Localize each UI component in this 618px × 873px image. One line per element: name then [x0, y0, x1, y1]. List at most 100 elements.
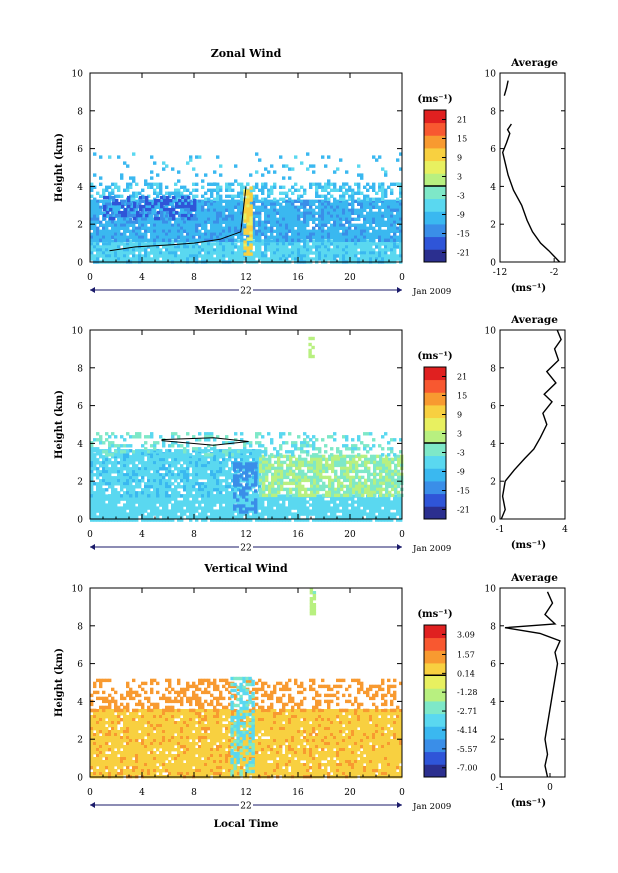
- heatmap-cell: [378, 238, 382, 242]
- heatmap-cell: [270, 217, 274, 221]
- heatmap-cell: [346, 475, 350, 480]
- heatmap-cell: [315, 494, 319, 498]
- heatmap-cell: [99, 512, 103, 516]
- heatmap-cell: [304, 490, 308, 495]
- heatmap-cell: [228, 208, 232, 212]
- heatmap-cell: [384, 202, 388, 206]
- heatmap-cell: [141, 500, 145, 504]
- heatmap-cell: [123, 188, 127, 192]
- heatmap-cell: [361, 487, 365, 492]
- heatmap-cell: [279, 242, 283, 246]
- heatmap-cell: [352, 463, 356, 468]
- heatmap-cell: [108, 476, 112, 480]
- heatmap-cell: [177, 467, 181, 471]
- heatmap-cell: [376, 460, 380, 465]
- heatmap-cell: [237, 500, 241, 504]
- heatmap-cell: [93, 173, 97, 177]
- heatmap-cell: [195, 173, 199, 177]
- heatmap-cell: [360, 226, 364, 230]
- heatmap-cell: [156, 491, 160, 495]
- heatmap-cell: [189, 491, 193, 495]
- heatmap-cell: [240, 494, 244, 498]
- heatmap-cell: [354, 199, 358, 203]
- heatmap-cell: [186, 506, 190, 510]
- heatmap-cell: [243, 223, 247, 227]
- heatmap-cell: [369, 238, 373, 242]
- heatmap-cell: [198, 202, 202, 206]
- heatmap-cell: [126, 185, 130, 189]
- heatmap-cell: [222, 251, 226, 255]
- heatmap-cell: [90, 482, 94, 486]
- heatmap-cell: [126, 464, 130, 468]
- heatmap-cell: [144, 232, 148, 236]
- heatmap-cell: [364, 454, 368, 459]
- heatmap-cell: [313, 493, 317, 498]
- heatmap-cell: [388, 475, 392, 480]
- heatmap-cell: [396, 182, 400, 186]
- heatmap-cell: [186, 503, 190, 507]
- heatmap-cell: [186, 485, 190, 489]
- colorbar-unit: (ms⁻¹): [417, 94, 452, 105]
- heatmap-cell: [123, 232, 127, 236]
- heatmap-cell: [189, 488, 193, 492]
- heatmap-cell: [270, 223, 274, 227]
- heatmap-cell: [189, 242, 193, 246]
- heatmap-cell: [379, 469, 383, 474]
- heatmap-cell: [304, 457, 308, 462]
- heatmap-cell: [126, 503, 130, 507]
- heatmap-cell: [138, 470, 142, 474]
- heatmap-cell: [367, 493, 371, 498]
- heatmap-cell: [195, 208, 199, 212]
- heatmap-cell: [204, 232, 208, 236]
- heatmap-cell: [109, 195, 113, 200]
- heatmap-cell: [135, 500, 139, 504]
- average-y-tick-label: 10: [485, 70, 497, 80]
- heatmap-cell: [378, 217, 382, 221]
- heatmap-cell: [117, 479, 121, 483]
- heatmap-cell: [135, 254, 139, 258]
- heatmap-cell: [189, 191, 193, 195]
- heatmap-cell: [385, 487, 389, 492]
- heatmap-cell: [255, 214, 259, 218]
- heatmap-cell: [219, 214, 223, 218]
- heatmap-cell: [397, 475, 401, 480]
- heatmap-cell: [300, 503, 304, 507]
- heatmap-cell: [153, 229, 157, 233]
- heatmap-cell: [345, 232, 349, 236]
- heatmap-cell: [180, 185, 184, 189]
- heatmap-cell: [225, 506, 229, 510]
- heatmap-cell: [306, 435, 310, 439]
- heatmap-cell: [388, 493, 392, 498]
- heatmap-cell: [174, 197, 178, 201]
- heatmap-cell: [246, 228, 250, 232]
- heatmap-cell: [210, 257, 214, 261]
- heatmap-cell: [189, 458, 193, 462]
- heatmap-cell: [291, 205, 295, 209]
- heatmap-cell: [394, 490, 398, 495]
- heatmap-cell: [294, 199, 298, 203]
- heatmap-cell: [153, 226, 157, 230]
- heatmap-cell: [189, 235, 193, 239]
- heatmap-cell: [327, 503, 331, 507]
- heatmap-cell: [246, 518, 250, 522]
- heatmap-cell: [225, 509, 229, 513]
- heatmap-cell: [283, 475, 287, 480]
- heatmap-cell: [382, 466, 386, 471]
- heatmap-cell: [307, 460, 311, 465]
- heatmap-cell: [90, 182, 94, 186]
- heatmap-cell: [111, 470, 115, 474]
- heatmap-cell: [363, 197, 367, 201]
- heatmap-cell: [193, 216, 197, 221]
- heatmap-cell: [324, 229, 328, 233]
- heatmap-cell: [324, 500, 328, 504]
- heatmap-cell: [355, 463, 359, 468]
- heatmap-cell: [111, 515, 115, 519]
- heatmap-cell: [354, 515, 358, 519]
- heatmap-cell: [246, 235, 250, 239]
- heatmap-cell: [327, 235, 331, 239]
- heatmap-cell: [96, 205, 100, 209]
- heatmap-cell: [123, 485, 127, 489]
- heatmap-cell: [177, 220, 181, 224]
- heatmap-cell: [231, 467, 235, 471]
